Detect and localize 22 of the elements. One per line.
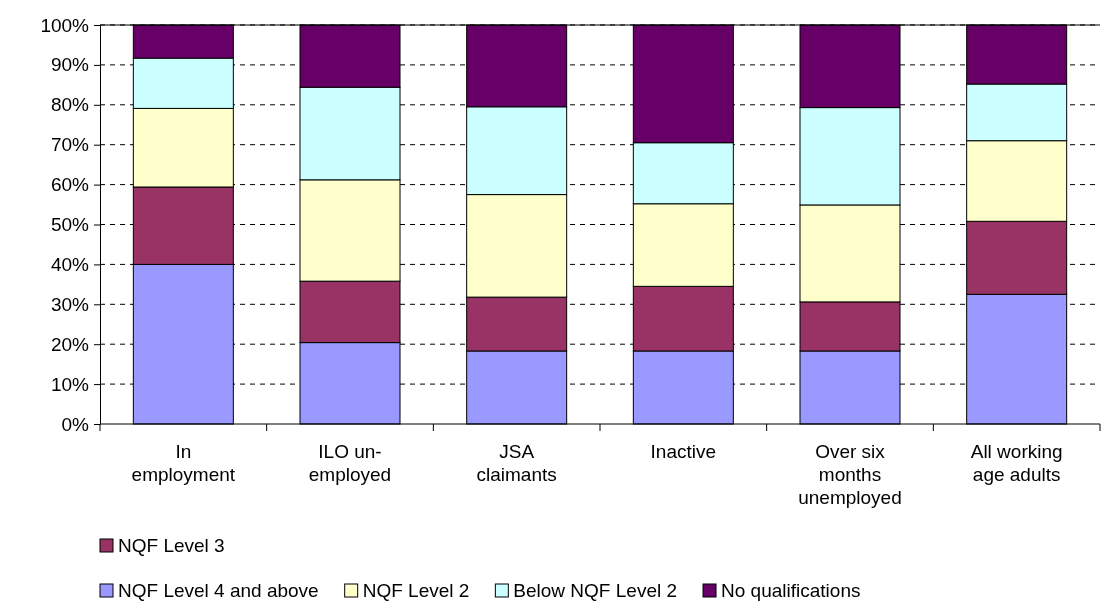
- y-tick-label: 20%: [50, 333, 90, 355]
- y-tick-label: 100%: [40, 14, 90, 36]
- legend-label: No qualifications: [721, 580, 861, 601]
- legend-label: NQF Level 3: [118, 535, 225, 556]
- x-tick-label: All working age adults: [970, 441, 1063, 485]
- x-tick-label: In employment: [131, 441, 236, 485]
- x-tick-label: Inactive: [650, 441, 717, 462]
- y-tick-label: 50%: [50, 214, 90, 236]
- y-tick-label: 10%: [50, 373, 90, 395]
- legend-label: NQF Level 2: [362, 580, 470, 601]
- y-tick-label: 40%: [50, 253, 90, 275]
- y-tick-label: 70%: [50, 134, 90, 156]
- y-tick-label: 30%: [50, 293, 90, 315]
- y-tick-label: 80%: [50, 94, 90, 116]
- y-tick-label: 0%: [61, 413, 90, 435]
- legend-label: NQF Level 4 and above: [118, 580, 319, 601]
- y-tick-label: 60%: [50, 174, 90, 196]
- x-tick-label: ILO un-employed: [308, 441, 392, 485]
- legend-label: Below NQF Level 2: [513, 580, 678, 601]
- x-tick-label: Over six months unemployed: [798, 441, 902, 508]
- y-tick-label: 90%: [50, 54, 90, 76]
- x-tick-label: JSA claimants: [476, 441, 557, 485]
